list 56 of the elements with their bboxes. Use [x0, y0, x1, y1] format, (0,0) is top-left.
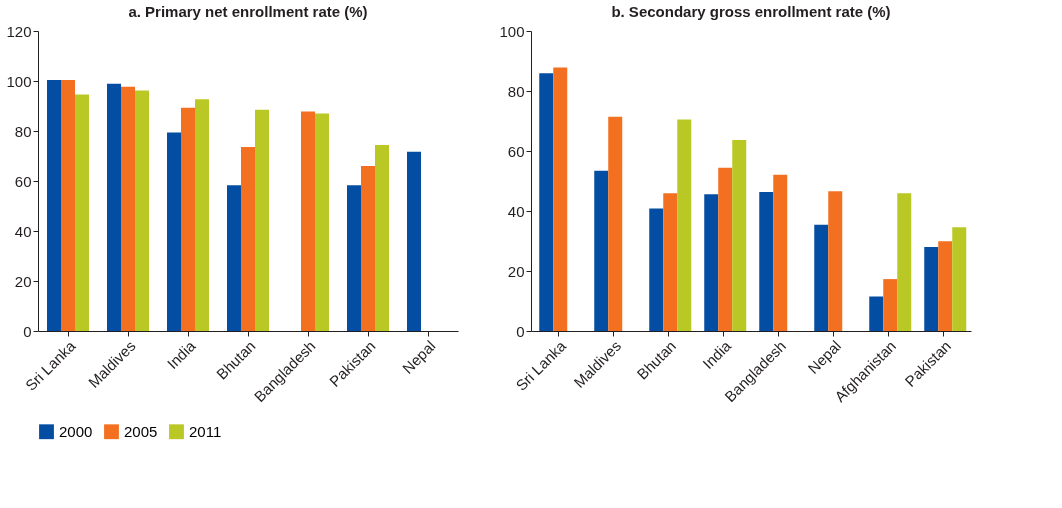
legend-label: 2005 — [124, 422, 158, 440]
chart-title: a. Primary net enrollment rate (%) — [128, 3, 368, 20]
bar — [75, 94, 89, 331]
bar — [167, 132, 181, 331]
y-tick-label: 80 — [507, 82, 525, 100]
y-tick-label: 0 — [23, 322, 32, 340]
bar — [883, 279, 898, 331]
bar — [107, 83, 121, 331]
y-tick-label: 80 — [14, 122, 32, 140]
bar — [897, 193, 912, 331]
chart-title: b. Secondary gross enrollment rate (%) — [611, 3, 891, 20]
y-tick-label: 40 — [507, 202, 525, 220]
bar — [924, 247, 939, 331]
bar — [608, 116, 623, 331]
bar — [677, 119, 692, 331]
bar — [301, 111, 315, 331]
bar — [938, 241, 953, 331]
bar — [361, 166, 375, 331]
y-tick-label: 40 — [14, 222, 32, 240]
bar — [241, 147, 255, 331]
y-tick-label: 100 — [499, 22, 525, 40]
y-tick-label: 60 — [507, 142, 525, 160]
bar — [718, 167, 733, 331]
bar — [227, 185, 241, 331]
legend-label: 2011 — [189, 422, 222, 440]
bar — [255, 109, 269, 331]
y-tick-label: 20 — [14, 272, 32, 290]
bar — [759, 192, 774, 331]
bar — [407, 151, 421, 331]
bar — [61, 80, 75, 331]
bar — [553, 67, 568, 331]
bar — [704, 194, 719, 331]
y-tick-label: 120 — [6, 22, 32, 40]
y-tick-label: 100 — [6, 72, 32, 90]
bar — [828, 191, 843, 331]
bar — [869, 296, 884, 331]
bar — [135, 90, 149, 331]
bar — [814, 224, 829, 331]
bar — [732, 139, 747, 331]
bar — [594, 170, 609, 331]
y-tick-label: 0 — [516, 322, 525, 340]
y-tick-label: 20 — [507, 262, 525, 280]
bar — [649, 208, 664, 331]
bar — [663, 193, 678, 331]
bar — [47, 80, 61, 331]
legend-label: 2000 — [59, 422, 93, 440]
bar — [181, 107, 195, 331]
bar — [195, 99, 209, 331]
bar — [347, 185, 361, 331]
bar — [952, 227, 967, 331]
bar — [121, 86, 135, 331]
y-tick-label: 60 — [14, 172, 32, 190]
bar — [375, 145, 389, 331]
bar — [773, 174, 788, 331]
bar — [315, 113, 329, 331]
bar — [539, 73, 554, 331]
